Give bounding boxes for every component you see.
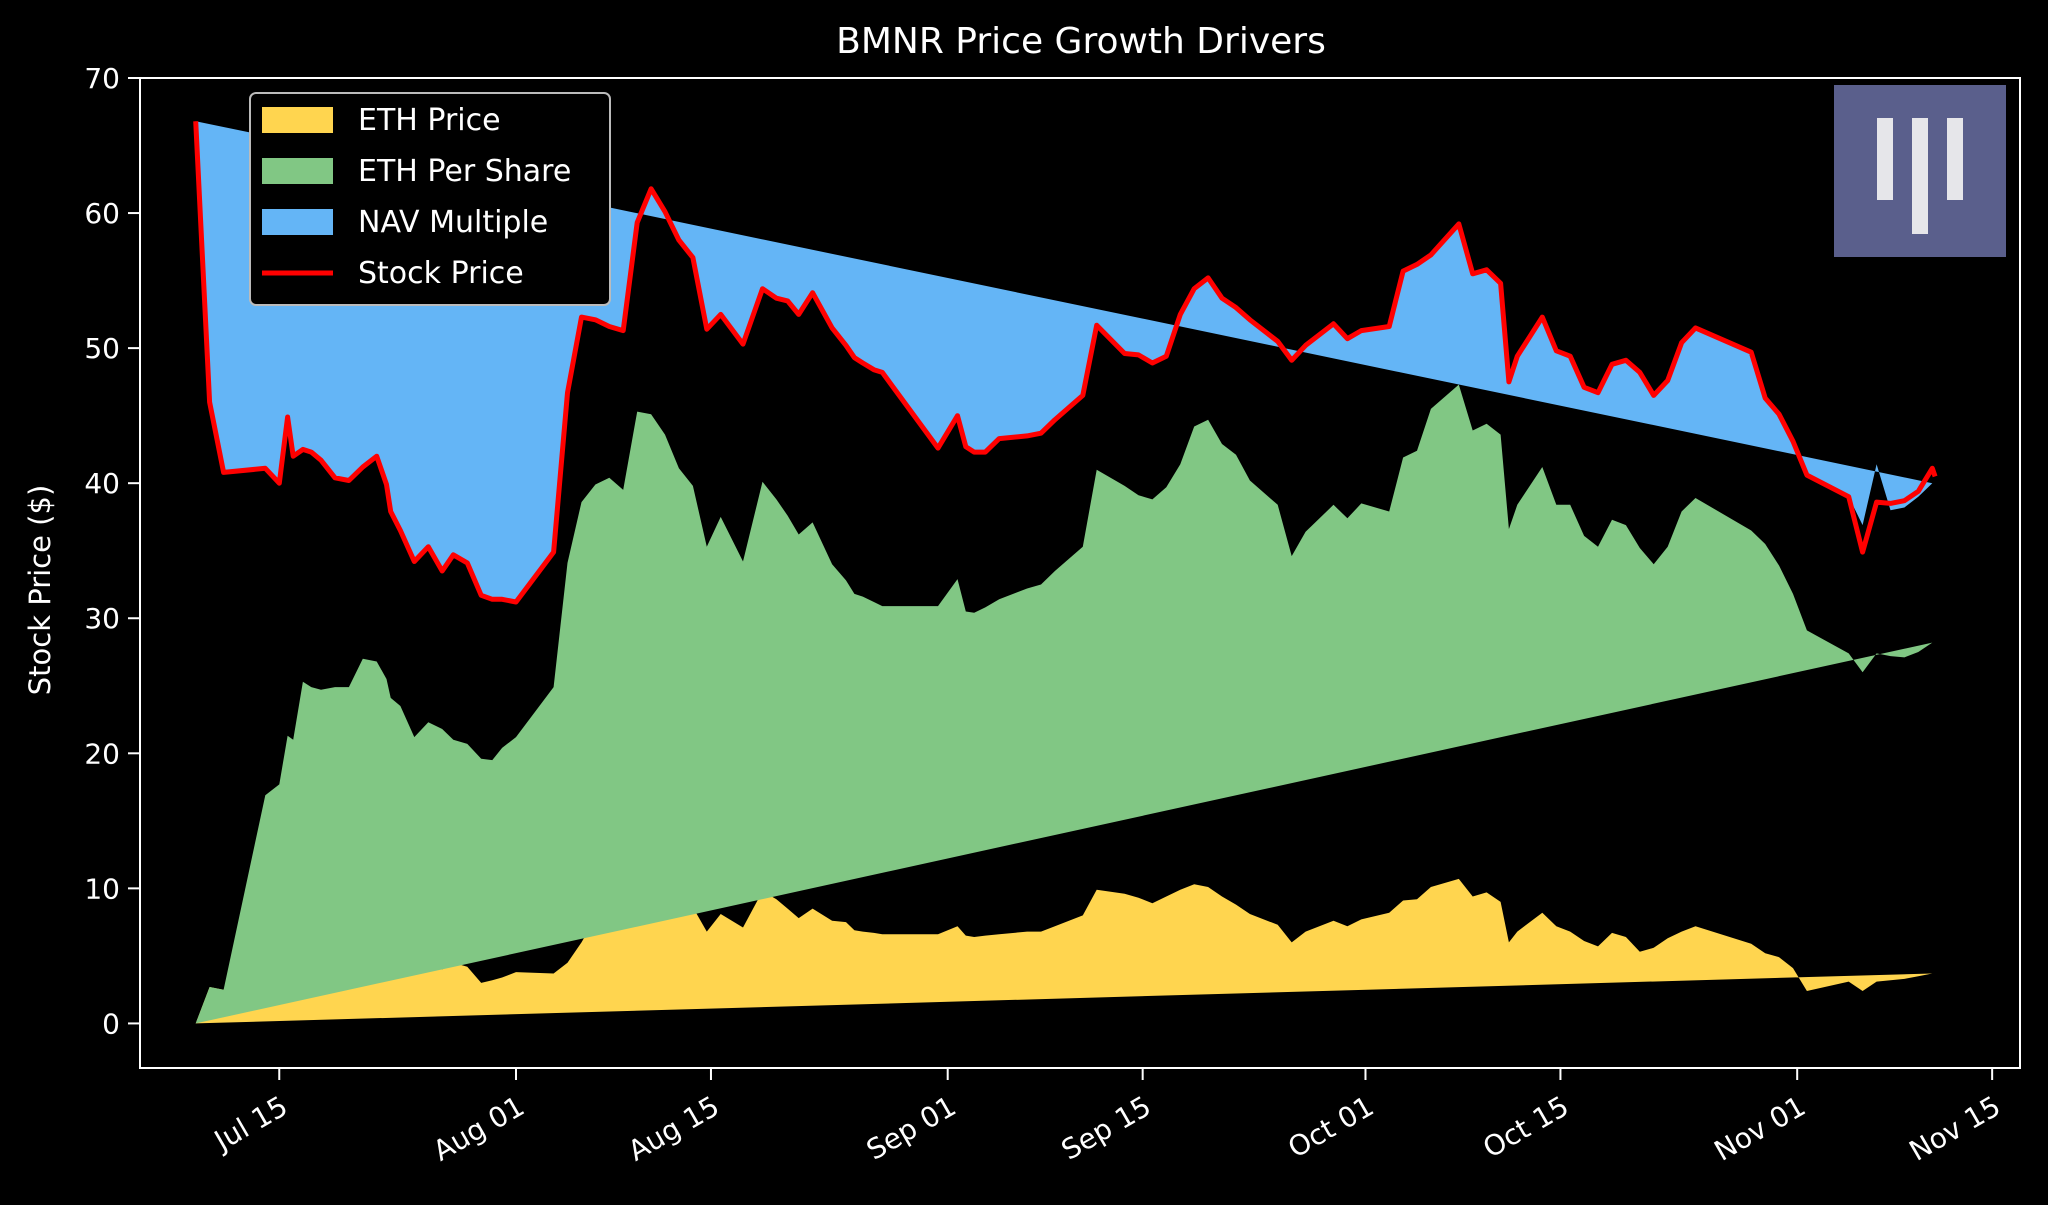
- logo-bar-center: [1912, 118, 1928, 234]
- stock-price-line: [193, 121, 1938, 605]
- plot-frame: [139, 77, 2021, 1069]
- y-tick-label: 20: [84, 737, 120, 770]
- y-tick-label: 40: [84, 467, 120, 500]
- y-tick-label: 30: [84, 602, 120, 635]
- stock-price-line-group: [193, 121, 1938, 605]
- area-nav-multiple: [195, 121, 1933, 602]
- y-tick-label: 0: [102, 1007, 120, 1040]
- legend-label-eth-per-share: ETH Per Share: [358, 154, 571, 189]
- y-axis: 0 10 20 30 40 50 60 70: [84, 62, 140, 1040]
- y-tick-label: 70: [84, 62, 120, 95]
- y-tick-label: 10: [84, 872, 120, 905]
- legend-swatch-eth-price: [262, 107, 333, 133]
- legend-label-nav-multiple: NAV Multiple: [358, 205, 548, 240]
- y-tick-label: 50: [84, 332, 120, 365]
- legend: ETH Price ETH Per Share NAV Multiple Stock …: [249, 92, 611, 306]
- legend-swatch-eth-per-share: [262, 158, 333, 184]
- logo-bar-left: [1877, 118, 1893, 200]
- area-eth-per-share: [195, 384, 1933, 1024]
- legend-swatch-nav-multiple: [262, 209, 333, 235]
- chart-title: BMNR Price Growth Drivers: [836, 21, 1326, 62]
- logo-badge: [1834, 85, 2006, 257]
- legend-box: [249, 92, 611, 306]
- y-axis-title: Stock Price ($): [23, 485, 57, 696]
- legend-label-eth-price: ETH Price: [358, 103, 501, 138]
- legend-label-stock-price: Stock Price: [358, 256, 524, 291]
- area-layers: [195, 121, 1933, 1024]
- y-tick-label: 60: [84, 197, 120, 230]
- logo-bar-right: [1947, 118, 1963, 200]
